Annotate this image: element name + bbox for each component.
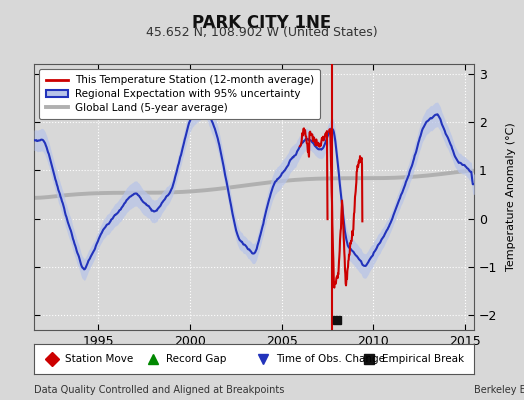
Y-axis label: Temperature Anomaly (°C): Temperature Anomaly (°C) bbox=[506, 123, 516, 271]
Text: Berkeley Earth: Berkeley Earth bbox=[474, 385, 524, 395]
Text: PARK CITY 1NE: PARK CITY 1NE bbox=[192, 14, 332, 32]
Text: Time of Obs. Change: Time of Obs. Change bbox=[276, 354, 385, 364]
Text: Empirical Break: Empirical Break bbox=[382, 354, 464, 364]
Text: Data Quality Controlled and Aligned at Breakpoints: Data Quality Controlled and Aligned at B… bbox=[34, 385, 285, 395]
Text: 45.652 N, 108.902 W (United States): 45.652 N, 108.902 W (United States) bbox=[146, 26, 378, 39]
Legend: This Temperature Station (12-month average), Regional Expectation with 95% uncer: This Temperature Station (12-month avera… bbox=[39, 69, 320, 119]
Text: Record Gap: Record Gap bbox=[166, 354, 226, 364]
Text: Station Move: Station Move bbox=[65, 354, 133, 364]
